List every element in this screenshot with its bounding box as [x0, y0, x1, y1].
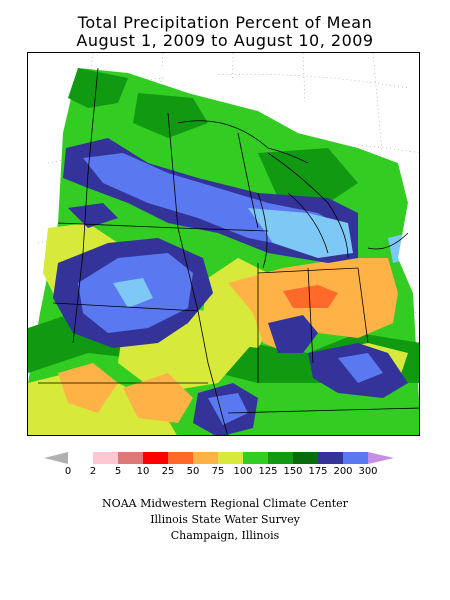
legend-below-triangle — [44, 452, 68, 464]
legend-tick-label: 125 — [258, 466, 278, 477]
region-125-mi — [258, 148, 358, 203]
map-subtitle: August 1, 2009 to August 10, 2009 — [76, 31, 374, 50]
region-300-mi — [248, 208, 353, 258]
legend-bin-100 — [243, 452, 268, 464]
region-125-north2 — [133, 93, 208, 138]
credit-location: Champaign, Illinois — [170, 529, 280, 542]
legend-bin-125 — [268, 452, 293, 464]
lake-outlines — [177, 120, 409, 269]
region-125-north — [68, 68, 128, 108]
map-title: Total Precipitation Percent of Mean — [77, 13, 373, 32]
precipitation-map — [27, 52, 420, 436]
legend-bin-50 — [193, 452, 218, 464]
east-blank — [358, 148, 419, 293]
legend-tick-label: 5 — [114, 466, 122, 477]
region-300-ia — [113, 278, 153, 308]
legend-tick-label: 75 — [211, 466, 225, 477]
region-175-in — [268, 315, 318, 353]
credit-survey: Illinois State Water Survey — [150, 513, 300, 526]
legend-tick-label: 150 — [283, 466, 303, 477]
legend-bin-2 — [93, 452, 118, 464]
legend-above-triangle — [368, 452, 394, 464]
state-boundaries — [38, 67, 419, 435]
legend-bin-75 — [218, 452, 243, 464]
legend-tick-label: 10 — [136, 466, 150, 477]
region-25-in — [283, 285, 338, 308]
legend-bin-0 — [68, 452, 93, 464]
color-legend — [44, 452, 394, 464]
legend-tick-label: 50 — [186, 466, 200, 477]
legend-bin-25 — [168, 452, 193, 464]
legend-bin-5 — [118, 452, 143, 464]
legend-bin-10 — [143, 452, 168, 464]
region-50-mo-s — [123, 373, 193, 423]
region-200-ky — [338, 353, 383, 383]
legend-tick-label: 2 — [89, 466, 97, 477]
legend-tick-label: 0 — [64, 466, 72, 477]
legend-tick-label: 100 — [233, 466, 253, 477]
legend-tick-label: 25 — [161, 466, 175, 477]
credit-organization: NOAA Midwestern Regional Climate Center — [102, 497, 348, 510]
lake-superior-blank — [148, 68, 358, 148]
legend-bin-200 — [343, 452, 368, 464]
legend-bin-175 — [318, 452, 343, 464]
legend-tick-label: 200 — [333, 466, 353, 477]
region-50-ks — [58, 363, 118, 413]
legend-tick-label: 175 — [308, 466, 328, 477]
legend-tick-label: 300 — [358, 466, 378, 477]
legend-bin-150 — [293, 452, 318, 464]
region-175-dakota — [68, 203, 118, 228]
